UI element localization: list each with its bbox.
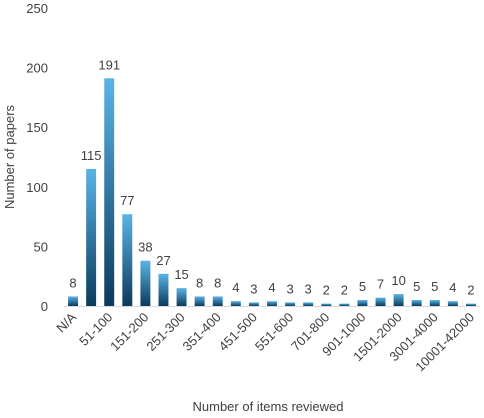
- bar-151-200: [140, 260, 151, 306]
- data-label: 8: [69, 275, 76, 290]
- bar-251-300: [176, 288, 187, 306]
- data-label: 3: [305, 281, 312, 296]
- data-label: 8: [214, 275, 221, 290]
- x-axis-ticks: N/A51-100151-200251-300351-400451-500551…: [53, 309, 477, 374]
- x-tick-label: 551-600: [252, 310, 296, 354]
- bar-501-550: [267, 301, 277, 306]
- data-label: 7: [377, 277, 384, 292]
- data-label: 3: [250, 281, 257, 296]
- data-label: 38: [138, 240, 152, 255]
- bar-51-100: [104, 78, 115, 306]
- bar-351-400: [212, 296, 223, 306]
- x-tick-label: N/A: [53, 309, 79, 335]
- bar-601-700: [303, 302, 314, 306]
- bar-801-900: [339, 303, 350, 306]
- y-tick-label: 200: [26, 61, 48, 76]
- bar-551-600: [285, 302, 296, 306]
- data-label: 4: [232, 280, 239, 295]
- data-label: 77: [120, 193, 134, 208]
- bar-10001-42000: [465, 303, 476, 306]
- bar-401-450: [230, 301, 241, 306]
- y-axis-title: Number of papers: [2, 104, 17, 209]
- data-label: 2: [323, 283, 330, 298]
- y-tick-label: 50: [34, 239, 48, 254]
- data-label: 4: [268, 280, 275, 295]
- data-label: 4: [449, 280, 456, 295]
- bar-451-500: [248, 302, 259, 306]
- y-tick-label: 250: [26, 1, 48, 16]
- bar-901-1000: [357, 300, 368, 306]
- x-tick-label: 251-300: [143, 310, 187, 354]
- y-tick-label: 150: [26, 120, 48, 135]
- x-tick-label: 351-400: [180, 310, 224, 354]
- data-label: 5: [413, 279, 420, 294]
- data-label: 27: [156, 253, 170, 268]
- data-label: 191: [98, 57, 120, 72]
- bar-1-50: [86, 168, 97, 306]
- x-tick-label: 451-500: [216, 310, 260, 354]
- bar-301-350: [194, 296, 205, 306]
- bar-1001-1500: [375, 297, 386, 306]
- x-axis-title: Number of items reviewed: [193, 399, 344, 414]
- data-label: 5: [359, 279, 366, 294]
- data-label: 3: [286, 281, 293, 296]
- bar-701-800: [321, 303, 332, 306]
- y-tick-label: 100: [26, 180, 48, 195]
- bar-4001-10000: [447, 301, 458, 306]
- y-axis-ticks: 0 50 100 150 200 250: [26, 1, 48, 314]
- bar-101-150: [122, 214, 133, 306]
- bars: [68, 78, 476, 306]
- y-tick-label: 0: [41, 299, 48, 314]
- data-label: 5: [431, 279, 438, 294]
- x-tick-label: 151-200: [107, 310, 151, 354]
- data-label: 115: [81, 148, 102, 163]
- bar-1501-2000: [393, 294, 404, 306]
- data-label: 8: [196, 275, 203, 290]
- data-label: 2: [467, 283, 474, 298]
- data-label: 15: [174, 267, 188, 282]
- bar-N/A: [68, 296, 79, 306]
- data-label: 10: [391, 273, 405, 288]
- bar-2001-3000: [411, 300, 422, 306]
- bar-201-250: [158, 273, 169, 306]
- bar-3001-4000: [429, 300, 440, 306]
- data-label: 2: [341, 283, 348, 298]
